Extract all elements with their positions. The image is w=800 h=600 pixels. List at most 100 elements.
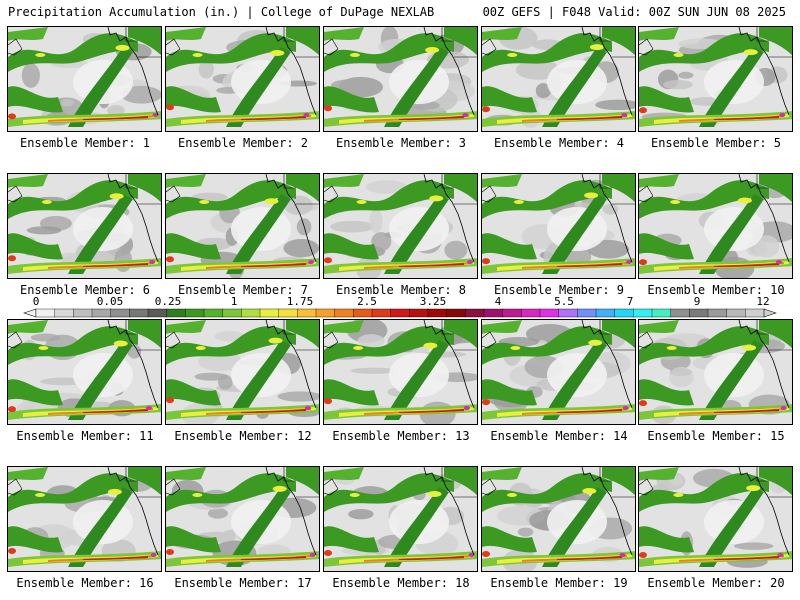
colorbar-tick-label: 5.5 bbox=[554, 295, 574, 308]
ensemble-member-panel bbox=[165, 26, 320, 132]
ensemble-member-panel bbox=[7, 319, 162, 425]
ensemble-member-panel bbox=[638, 466, 793, 572]
colorbar-segment bbox=[315, 308, 336, 318]
colorbar-segment bbox=[222, 308, 243, 318]
precipitation-map bbox=[324, 467, 477, 571]
precipitation-map bbox=[482, 320, 635, 424]
ensemble-member-label: Ensemble Member: 6 bbox=[19, 283, 151, 297]
colorbar-scale bbox=[23, 308, 777, 318]
precipitation-map bbox=[324, 320, 477, 424]
colorbar-segment bbox=[203, 308, 224, 318]
ensemble-member-panel bbox=[481, 173, 636, 279]
colorbar-segment bbox=[465, 308, 485, 318]
colorbar-segment bbox=[371, 308, 392, 318]
colorbar-segment bbox=[278, 308, 299, 318]
colorbar-segment bbox=[670, 308, 691, 318]
precipitation-map bbox=[166, 320, 319, 424]
precipitation-colorbar: 0 0.05 0.25 1 1.75 2.5 3.25 4 5.5 7 9 12 bbox=[6, 296, 794, 320]
colorbar-segment bbox=[297, 308, 317, 318]
colorbar-segment bbox=[147, 308, 168, 318]
ensemble-member-panel bbox=[481, 319, 636, 425]
ensemble-member-label: Ensemble Member: 10 bbox=[647, 283, 785, 297]
precipitation-map bbox=[639, 467, 792, 571]
colorbar-tick-label: 7 bbox=[626, 295, 634, 308]
ensemble-member-panel bbox=[165, 319, 320, 425]
colorbar-segment bbox=[129, 308, 149, 318]
ensemble-member-label: Ensemble Member: 18 bbox=[332, 576, 470, 590]
colorbar-segment bbox=[502, 308, 523, 318]
precipitation-map bbox=[166, 27, 319, 131]
colorbar-tick-label: 3.25 bbox=[419, 295, 447, 308]
precipitation-map bbox=[8, 467, 161, 571]
precipitation-map bbox=[639, 27, 792, 131]
ensemble-member-panel bbox=[638, 26, 793, 132]
colorbar-segment bbox=[483, 308, 504, 318]
colorbar-segment bbox=[110, 308, 131, 318]
precipitation-map bbox=[639, 174, 792, 278]
ensemble-member-label: Ensemble Member: 7 bbox=[177, 283, 309, 297]
colorbar-segment bbox=[745, 308, 765, 318]
colorbar-tick-label: 1 bbox=[230, 295, 238, 308]
colorbar-segment bbox=[521, 308, 541, 318]
precipitation-map bbox=[324, 27, 477, 131]
colorbar-segment bbox=[577, 308, 597, 318]
ensemble-member-label: Ensemble Member: 20 bbox=[647, 576, 785, 590]
colorbar-segment bbox=[427, 308, 448, 318]
ensemble-member-label: Ensemble Member: 5 bbox=[650, 136, 782, 150]
colorbar-segment bbox=[409, 308, 429, 318]
precipitation-map bbox=[8, 320, 161, 424]
ensemble-member-label: Ensemble Member: 14 bbox=[490, 429, 628, 443]
colorbar-segment bbox=[633, 308, 653, 318]
colorbar-tick-label: 0 bbox=[32, 295, 40, 308]
precipitation-map bbox=[324, 174, 477, 278]
colorbar-segment bbox=[689, 308, 709, 318]
ensemble-member-panel bbox=[323, 466, 478, 572]
colorbar-segment bbox=[185, 308, 205, 318]
colorbar-tick-label: 9 bbox=[693, 295, 701, 308]
ensemble-member-label: Ensemble Member: 16 bbox=[16, 576, 154, 590]
colorbar-low-arrow bbox=[23, 308, 37, 318]
ensemble-member-panel bbox=[638, 173, 793, 279]
colorbar-segment bbox=[334, 308, 355, 318]
ensemble-member-panel bbox=[323, 26, 478, 132]
ensemble-member-label: Ensemble Member: 9 bbox=[493, 283, 625, 297]
ensemble-member-label: Ensemble Member: 3 bbox=[335, 136, 467, 150]
colorbar-segment bbox=[353, 308, 373, 318]
colorbar-tick-label: 0.05 bbox=[96, 295, 124, 308]
precipitation-map bbox=[482, 27, 635, 131]
ensemble-member-panel bbox=[7, 173, 162, 279]
colorbar-segment bbox=[539, 308, 560, 318]
ensemble-member-panel bbox=[7, 26, 162, 132]
ensemble-member-label: Ensemble Member: 17 bbox=[174, 576, 312, 590]
ensemble-member-label: Ensemble Member: 8 bbox=[335, 283, 467, 297]
precipitation-map bbox=[482, 467, 635, 571]
colorbar-segment bbox=[558, 308, 579, 318]
precipitation-map bbox=[8, 174, 161, 278]
precipitation-map bbox=[8, 27, 161, 131]
colorbar-tick-label: 4 bbox=[494, 295, 502, 308]
ensemble-member-panel bbox=[165, 466, 320, 572]
ensemble-member-panel bbox=[165, 173, 320, 279]
colorbar-tick-label: 2.5 bbox=[357, 295, 377, 308]
precipitation-map bbox=[166, 174, 319, 278]
model-run-info: 00Z GEFS | F048 Valid: 00Z SUN JUN 08 20… bbox=[482, 5, 786, 19]
ensemble-member-label: Ensemble Member: 1 bbox=[19, 136, 151, 150]
map-title: Precipitation Accumulation (in.) | Colle… bbox=[8, 5, 435, 19]
colorbar-tick-label: 1.75 bbox=[286, 295, 314, 308]
colorbar-segment bbox=[595, 308, 616, 318]
ensemble-member-panel bbox=[481, 466, 636, 572]
colorbar-segment bbox=[651, 308, 672, 318]
ensemble-member-label: Ensemble Member: 11 bbox=[16, 429, 154, 443]
colorbar-high-arrow bbox=[763, 308, 777, 318]
colorbar-segment bbox=[726, 308, 747, 318]
colorbar-segment bbox=[35, 308, 56, 318]
ensemble-member-label: Ensemble Member: 15 bbox=[647, 429, 785, 443]
ensemble-member-label: Ensemble Member: 19 bbox=[490, 576, 628, 590]
colorbar-segment bbox=[91, 308, 112, 318]
ensemble-member-panel bbox=[481, 26, 636, 132]
precipitation-map bbox=[166, 467, 319, 571]
colorbar-segment bbox=[241, 308, 261, 318]
ensemble-member-panel bbox=[323, 319, 478, 425]
colorbar-segment bbox=[390, 308, 411, 318]
ensemble-member-label: Ensemble Member: 12 bbox=[174, 429, 312, 443]
